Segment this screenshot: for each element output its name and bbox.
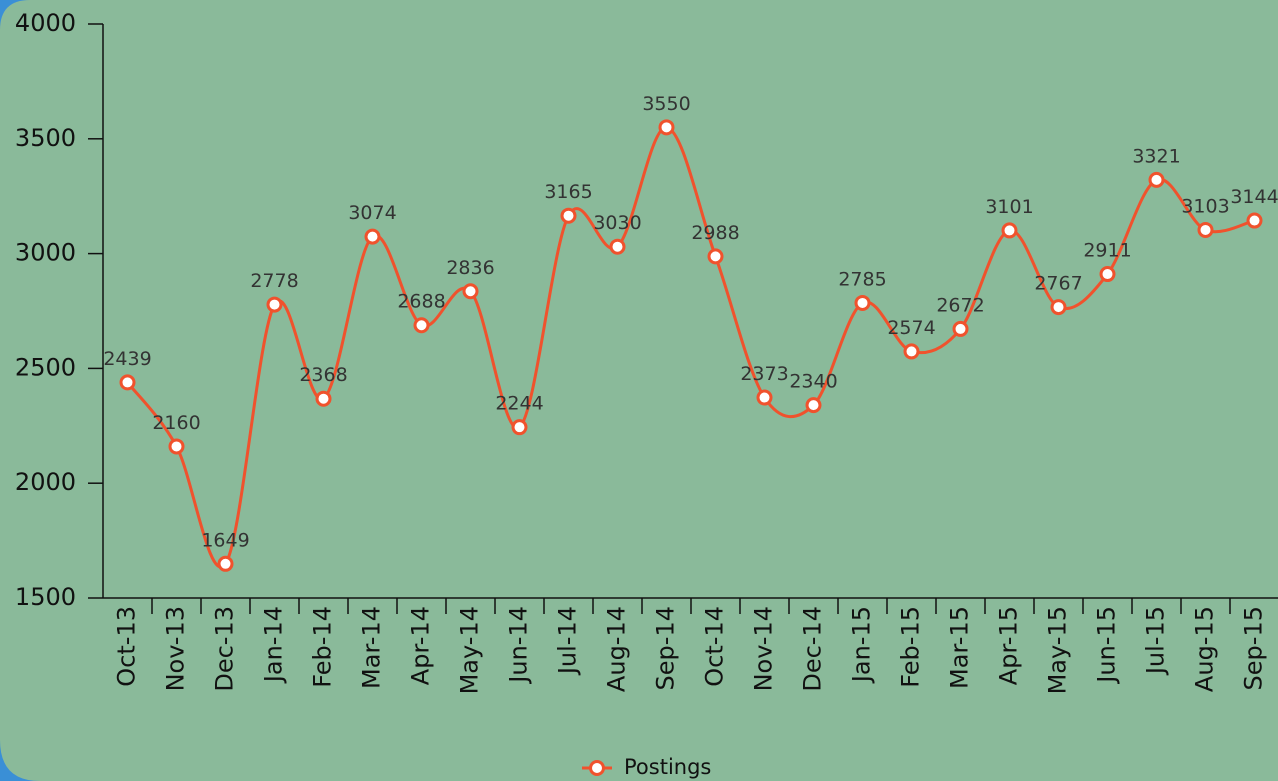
point [1197, 221, 1214, 238]
point [511, 419, 528, 436]
data-label: 2785 [838, 268, 886, 290]
corner [0, 0, 30, 30]
legend-marker [589, 760, 605, 776]
point [217, 555, 234, 572]
data-label: 3103 [1181, 195, 1229, 217]
data-label: 2439 [103, 348, 151, 370]
x-tick-label: Apr-14 [407, 606, 435, 685]
y-tick-label: 2500 [15, 353, 76, 381]
x-tick-label: Oct-14 [701, 606, 729, 687]
x-tick-label: Sep-15 [1240, 606, 1268, 690]
y-tick-label: 2000 [15, 468, 76, 496]
x-tick-label: Aug-14 [603, 606, 631, 692]
y-tick-label: 1500 [15, 583, 76, 611]
x-tick-label: Jun-14 [505, 606, 533, 685]
data-label: 3144 [1230, 186, 1278, 208]
x-tick-label: Jun-15 [1093, 606, 1121, 685]
x-tick-label: Jan-14 [260, 606, 288, 684]
data-label: 2340 [789, 371, 837, 393]
x-tick-label: Aug-15 [1191, 606, 1219, 692]
x-tick-label: Feb-15 [897, 606, 925, 688]
x-tick-label: Mar-15 [946, 606, 974, 689]
data-label: 3074 [348, 202, 396, 224]
data-label: 2368 [299, 364, 347, 386]
data-label: 2672 [936, 294, 984, 316]
data-label: 1649 [201, 529, 249, 551]
data-label: 3550 [642, 93, 690, 115]
y-tick-label: 3000 [15, 239, 76, 267]
data-label: 2574 [887, 317, 935, 339]
data-label: 2778 [250, 270, 298, 292]
data-label: 2160 [152, 412, 200, 434]
data-label: 3101 [985, 196, 1033, 218]
y-tick-label: 3500 [15, 124, 76, 152]
x-tick-label: May-15 [1044, 606, 1072, 694]
point [805, 397, 822, 414]
x-tick-label: Dec-14 [799, 606, 827, 692]
x-tick-label: Sep-14 [652, 606, 680, 690]
point [1050, 299, 1067, 316]
point [266, 296, 283, 313]
data-label: 2836 [446, 257, 494, 279]
point [1001, 222, 1018, 239]
data-label: 2911 [1083, 240, 1131, 262]
point [658, 119, 675, 136]
line [126, 125, 1255, 569]
point [854, 294, 871, 311]
point [1246, 212, 1263, 229]
x-tick-label: Jan-15 [848, 606, 876, 684]
point [560, 207, 577, 224]
x-tick-label: Mar-14 [358, 606, 386, 689]
x-tick-label: Nov-14 [750, 606, 778, 691]
point [1099, 266, 1116, 283]
point [413, 317, 430, 334]
data-label: 2767 [1034, 273, 1082, 295]
data-label: 3165 [544, 181, 592, 203]
point [168, 438, 185, 455]
point [756, 389, 773, 406]
data-label: 2988 [691, 222, 739, 244]
point [952, 320, 969, 337]
y-tick-label: 4000 [15, 9, 76, 37]
x-tick-label: Jul-15 [1142, 606, 1170, 676]
point [609, 238, 626, 255]
point [462, 283, 479, 300]
data-label: 3030 [593, 212, 641, 234]
x-tick-label: Jul-14 [554, 606, 582, 676]
x-tick-label: Nov-13 [162, 606, 190, 691]
point [315, 390, 332, 407]
x-tick-label: Dec-13 [211, 606, 239, 692]
point [119, 374, 136, 391]
data-label: 3321 [1132, 145, 1180, 167]
point [1148, 171, 1165, 188]
x-tick-label: Apr-15 [995, 606, 1023, 685]
corner [0, 740, 40, 781]
data-label: 2373 [740, 363, 788, 385]
legend-label: Postings [624, 755, 711, 779]
x-tick-label: May-14 [456, 606, 484, 694]
data-label: 2688 [397, 291, 445, 313]
point [903, 343, 920, 360]
x-tick-label: Feb-14 [309, 606, 337, 688]
point [364, 228, 381, 245]
x-tick-label: Oct-13 [113, 606, 141, 687]
point [707, 248, 724, 265]
data-label: 2244 [495, 393, 543, 415]
